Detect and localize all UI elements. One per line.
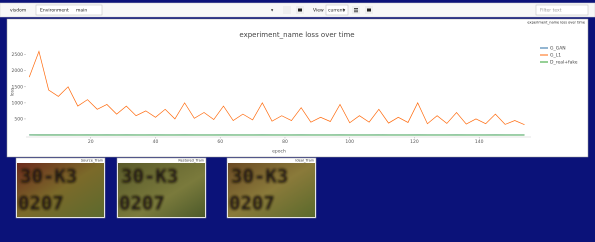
x-tick-label: 40 [153, 139, 159, 145]
screen: visdom Environment main ▾ View current ▾… [0, 0, 595, 242]
image-title: Source_Train [81, 159, 103, 163]
x-tick-label: 80 [282, 139, 288, 145]
clear-button[interactable] [283, 6, 291, 14]
folder-icon [367, 9, 371, 12]
image-text: 0207 [229, 193, 275, 215]
x-tick-label: 20 [88, 139, 94, 145]
image-text: 30-K3 [231, 166, 288, 188]
y-tick-label: 500 [14, 116, 23, 122]
image-text: 0207 [119, 193, 165, 215]
x-axis-label: epoch [272, 149, 286, 155]
y-tick-label: 2000 [12, 68, 24, 74]
window-title: experiment_name loss over time [527, 21, 585, 25]
view-label: View [313, 8, 324, 14]
image-title: Ideal_Train [295, 159, 314, 163]
menu-icon [354, 11, 358, 12]
y-tick-label: 1000 [12, 100, 24, 106]
legend-label: D_real+fake [550, 60, 578, 66]
folder-icon [298, 9, 302, 12]
image-windows: Source_Train30-K30207Restored_Train30-K3… [16, 158, 316, 218]
x-tick-label: 140 [475, 139, 484, 145]
y-tick-label: 2500 [12, 52, 24, 58]
menu-icon [354, 10, 358, 11]
plot-window[interactable] [7, 19, 588, 157]
page: {"toolbar": {"brand": "visdom", "env_lab… [0, 0, 595, 242]
brand: visdom [10, 8, 26, 14]
image-text: 30-K3 [121, 166, 178, 188]
filter-placeholder: Filter text [540, 8, 562, 14]
menu-icon [354, 8, 358, 9]
x-tick-label: 100 [345, 139, 354, 145]
env-label: Environment [40, 8, 69, 14]
view-value[interactable]: current [328, 8, 344, 14]
image-title: Restored_Train [178, 159, 204, 163]
y-tick-label: 1500 [12, 84, 24, 90]
image-text: 0207 [18, 193, 64, 215]
x-tick-label: 60 [217, 139, 223, 145]
legend-label: G_L1 [550, 53, 561, 59]
legend-label: G_GAN [550, 46, 566, 52]
x-tick-label: 120 [410, 139, 419, 145]
image-text: 30-K3 [20, 166, 77, 188]
env-value[interactable]: main [76, 8, 87, 14]
chart-title: experiment_name loss over time [239, 31, 354, 39]
